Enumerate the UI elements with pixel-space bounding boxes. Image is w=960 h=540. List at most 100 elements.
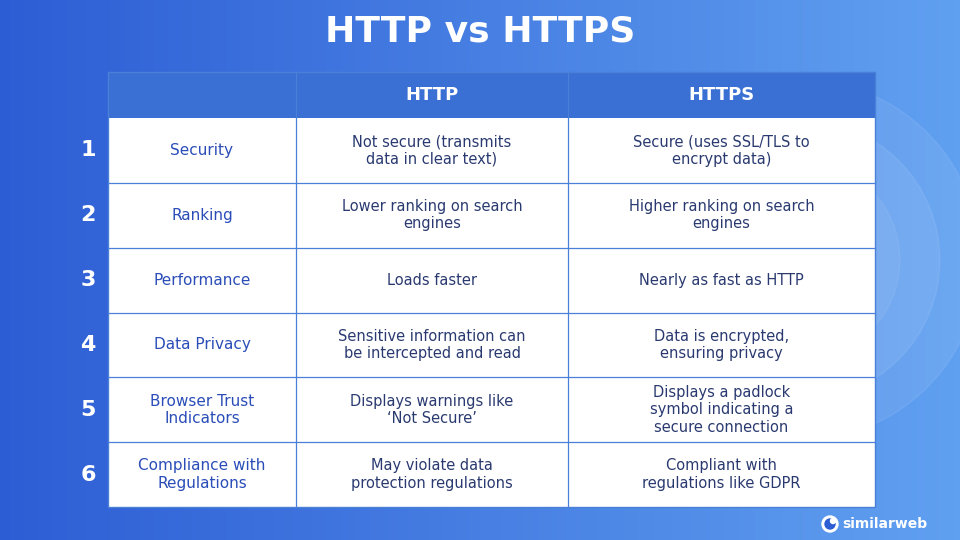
Bar <box>941 0 947 540</box>
Bar <box>883 0 889 540</box>
Bar <box>917 0 923 540</box>
Bar <box>149 0 155 540</box>
Bar <box>274 0 279 540</box>
Bar <box>154 0 159 540</box>
Bar <box>624 0 630 540</box>
Bar <box>91 0 97 540</box>
Bar <box>302 0 308 540</box>
Bar <box>893 0 899 540</box>
Bar <box>82 0 87 540</box>
Bar <box>802 0 807 540</box>
Bar <box>768 0 774 540</box>
Bar <box>96 0 102 540</box>
Bar <box>739 0 745 540</box>
Bar <box>288 0 294 540</box>
Bar <box>850 0 855 540</box>
Bar <box>835 0 841 540</box>
Bar <box>211 0 217 540</box>
Bar <box>950 0 956 540</box>
Bar <box>821 0 827 540</box>
Bar <box>874 0 879 540</box>
Bar <box>658 0 663 540</box>
Bar <box>254 0 260 540</box>
Bar <box>115 0 121 540</box>
Bar <box>120 0 126 540</box>
Bar <box>202 0 207 540</box>
Bar <box>682 0 687 540</box>
Bar <box>326 0 332 540</box>
Bar <box>634 0 639 540</box>
Bar <box>5 0 11 540</box>
Bar <box>346 0 351 540</box>
Bar <box>197 0 203 540</box>
Bar <box>360 0 366 540</box>
Text: Compliance with
Regulations: Compliance with Regulations <box>138 458 266 491</box>
Bar <box>48 0 54 540</box>
Bar <box>840 0 846 540</box>
Bar <box>485 0 491 540</box>
Bar <box>77 0 83 540</box>
Bar <box>538 0 543 540</box>
Bar <box>307 0 313 540</box>
Bar <box>422 0 428 540</box>
Bar <box>451 0 457 540</box>
Bar <box>643 0 649 540</box>
Bar <box>931 0 937 540</box>
Bar <box>403 0 409 540</box>
Circle shape <box>825 519 835 529</box>
Bar <box>163 0 169 540</box>
Bar <box>629 0 635 540</box>
Text: Browser Trust
Indicators: Browser Trust Indicators <box>150 394 254 426</box>
Bar <box>365 0 371 540</box>
Bar <box>432 0 438 540</box>
Text: 6: 6 <box>81 464 96 484</box>
Bar <box>898 0 903 540</box>
Bar <box>139 0 145 540</box>
Bar <box>192 0 198 540</box>
Bar <box>470 0 476 540</box>
Bar <box>110 0 116 540</box>
Bar <box>566 0 572 540</box>
Bar <box>830 0 836 540</box>
Bar <box>667 0 673 540</box>
Bar <box>619 0 625 540</box>
Bar <box>523 0 529 540</box>
Bar <box>134 0 140 540</box>
Bar <box>691 0 697 540</box>
Bar <box>902 0 908 540</box>
Bar <box>317 0 323 540</box>
Bar <box>331 0 337 540</box>
Bar <box>446 0 452 540</box>
Text: Nearly as fast as HTTP: Nearly as fast as HTTP <box>639 273 804 288</box>
Bar <box>734 0 740 540</box>
Bar <box>562 0 567 540</box>
Text: Performance: Performance <box>154 273 251 288</box>
Bar <box>912 0 918 540</box>
Bar <box>571 0 577 540</box>
Circle shape <box>822 516 838 532</box>
Bar <box>341 0 347 540</box>
Bar <box>490 0 495 540</box>
Text: 2: 2 <box>81 205 96 225</box>
Bar <box>686 0 692 540</box>
Text: Data Privacy: Data Privacy <box>154 338 251 353</box>
Bar <box>130 0 135 540</box>
Text: Lower ranking on search
engines: Lower ranking on search engines <box>342 199 522 232</box>
Bar <box>749 0 755 540</box>
Bar <box>730 0 735 540</box>
Bar <box>864 0 870 540</box>
Bar <box>58 0 63 540</box>
Bar <box>168 0 174 540</box>
Bar <box>816 0 822 540</box>
Bar <box>269 0 275 540</box>
Bar <box>178 0 183 540</box>
Bar <box>600 0 606 540</box>
Bar <box>427 0 433 540</box>
Bar <box>806 0 812 540</box>
Bar <box>72 0 78 540</box>
Bar <box>322 0 327 540</box>
Bar <box>355 0 361 540</box>
Bar <box>379 0 385 540</box>
Bar <box>480 0 486 540</box>
Bar <box>859 0 865 540</box>
